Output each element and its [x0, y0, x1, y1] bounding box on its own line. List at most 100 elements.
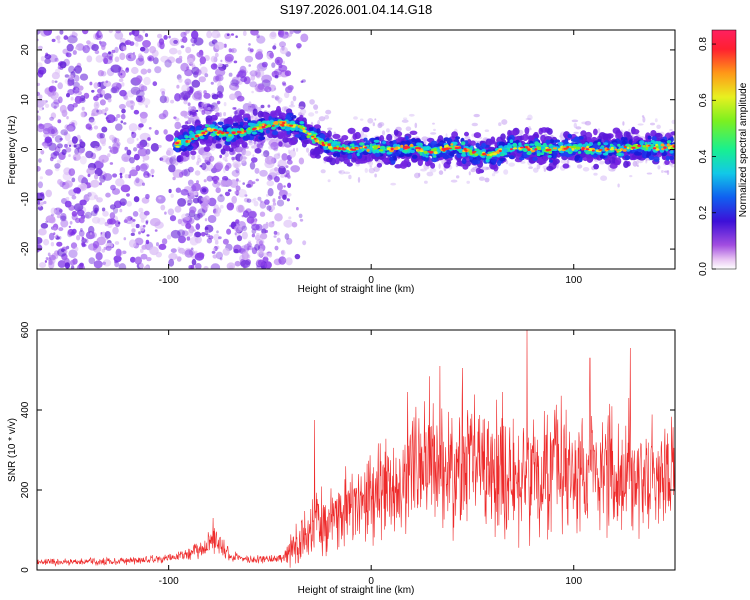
spectrogram-noise-cell — [256, 35, 266, 44]
spectrogram-noise-cell — [71, 122, 75, 126]
spectrogram-noise-cell — [288, 216, 292, 220]
spectrogram-noise-cell — [37, 192, 45, 202]
spectrogram-noise-cell — [273, 235, 277, 238]
spectrogram-noise-cell — [57, 119, 62, 124]
spectrogram-halo-cell — [445, 133, 448, 139]
spectrogram-noise-cell — [174, 93, 181, 102]
spectrogram-noise-cell — [91, 216, 101, 224]
spectrogram-noise-cell — [109, 212, 116, 220]
spectrogram-halo-cell — [191, 154, 196, 160]
spectrogram-noise-cell — [176, 84, 180, 89]
spectrogram-noise-cell — [57, 40, 61, 44]
spectrogram-ridge-cell — [400, 144, 404, 148]
spectrogram-halo-cell — [368, 160, 374, 166]
spectrogram-noise-cell — [264, 229, 268, 234]
spectrogram-noise-cell — [47, 252, 51, 257]
spectrogram-noise-cell — [210, 81, 214, 85]
spectrogram-noise-cell — [194, 231, 202, 238]
spectrogram-noise-cell — [87, 173, 91, 178]
spectrogram-ridge-cell — [181, 124, 189, 129]
spectrogram-ridge-cell — [307, 132, 312, 135]
spectrogram-noise-cell — [102, 55, 114, 65]
spectrogram-ridge-cell — [217, 121, 224, 126]
spectrogram-noise-cell — [216, 100, 221, 105]
spectrogram-noise-cell — [60, 215, 67, 222]
spectrogram-noise-cell — [124, 146, 129, 151]
spectrogram-halo-cell — [381, 130, 386, 136]
spectrogram-noise-cell — [97, 217, 106, 225]
spectrogram-ridge-cell — [417, 158, 423, 167]
spectrogram-noise-cell — [104, 112, 107, 116]
spectrogram-ridge-cell — [503, 148, 508, 153]
spectrogram-noise-cell — [224, 159, 228, 162]
spectrogram-noise-cell — [175, 187, 182, 193]
spectrogram-ridge-cell — [660, 143, 665, 147]
spectrogram-noise-cell — [201, 188, 207, 193]
spectrogram-noise-cell — [277, 182, 283, 191]
spectrogram-noise-cell — [133, 178, 144, 187]
spectrogram-noise-cell — [59, 137, 63, 141]
spectrogram-halo-cell — [657, 165, 661, 170]
spectrogram-noise-cell — [86, 55, 93, 63]
spectrogram-noise-cell — [50, 152, 58, 160]
spectrogram-halo-cell — [632, 160, 638, 167]
spectrogram-noise-cell — [167, 56, 176, 64]
spectrogram-noise-cell — [37, 166, 41, 172]
spectrogram-ridge-cell — [581, 134, 588, 143]
spectrogram-noise-cell — [127, 90, 135, 98]
spectrogram-noise-cell — [229, 179, 239, 188]
spectrogram-noise-cell — [125, 67, 129, 71]
spectrogram-noise-cell — [69, 33, 74, 37]
spectrogram-noise-cell — [130, 256, 136, 263]
spectrogram-ridge-cell — [332, 133, 341, 139]
spectrogram-noise-cell — [58, 227, 64, 232]
spectrogram-ridge-cell — [334, 156, 340, 165]
spectrogram-noise-cell — [272, 198, 276, 203]
spectrogram-noise-cell — [213, 233, 220, 242]
spectrogram-noise-cell — [287, 85, 294, 91]
spectrogram-halo-cell — [617, 183, 620, 188]
spectrogram-noise-cell — [112, 142, 120, 151]
spectrogram-noise-cell — [274, 87, 277, 91]
spectrogram-ridge-cell — [425, 146, 430, 151]
spectrogram-noise-cell — [40, 222, 49, 229]
spectrogram-ridge-cell — [394, 146, 399, 151]
spectrogram-halo-cell — [432, 122, 435, 125]
spectrogram-noise-cell — [54, 166, 60, 172]
spectrogram-noise-cell — [158, 144, 162, 148]
spectrogram-noise-cell — [201, 109, 206, 115]
spectrogram-noise-cell — [103, 57, 109, 64]
spectrogram-ridge-cell — [241, 141, 248, 148]
spectrogram-noise-cell — [269, 32, 277, 40]
spectrogram-noise-cell — [94, 194, 99, 200]
spectrogram-noise-cell — [38, 262, 47, 268]
spectrogram-noise-cell — [132, 51, 136, 55]
spectrogram-ridge-cell — [215, 143, 222, 149]
spectrogram-noise-cell — [227, 189, 232, 192]
spectrogram-noise-cell — [40, 56, 45, 62]
spectrogram-noise-cell — [140, 218, 145, 223]
spectrogram-noise-cell — [155, 195, 166, 204]
spectrogram-noise-cell — [285, 169, 290, 176]
spectrogram-halo-cell — [637, 123, 644, 126]
spectrogram-noise-cell — [40, 150, 45, 155]
spectrogram-noise-cell — [143, 47, 150, 54]
spectrogram-noise-cell — [259, 169, 268, 177]
spectrogram-noise-cell — [145, 221, 149, 225]
spectrogram-ridge-cell — [373, 139, 380, 143]
spectrogram-noise-cell — [100, 232, 103, 235]
spectrogram-halo-cell — [183, 115, 189, 119]
spectrogram-noise-cell — [279, 46, 288, 55]
spectrogram-noise-cell — [138, 207, 144, 213]
spectrogram-noise-cell — [125, 39, 132, 46]
spectrogram-noise-cell — [44, 260, 48, 263]
spectrogram-ridge-cell — [571, 148, 575, 151]
spectrogram-noise-cell — [265, 221, 269, 225]
spectrogram-noise-cell — [114, 31, 124, 40]
spectrogram-noise-cell — [50, 242, 55, 247]
spectrogram-noise-cell — [117, 221, 121, 225]
spectrogram-noise-cell — [93, 146, 100, 152]
spectrogram-halo-cell — [566, 159, 570, 165]
spectrogram-noise-cell — [231, 76, 241, 85]
spectrogram-ridge-cell — [628, 144, 632, 147]
